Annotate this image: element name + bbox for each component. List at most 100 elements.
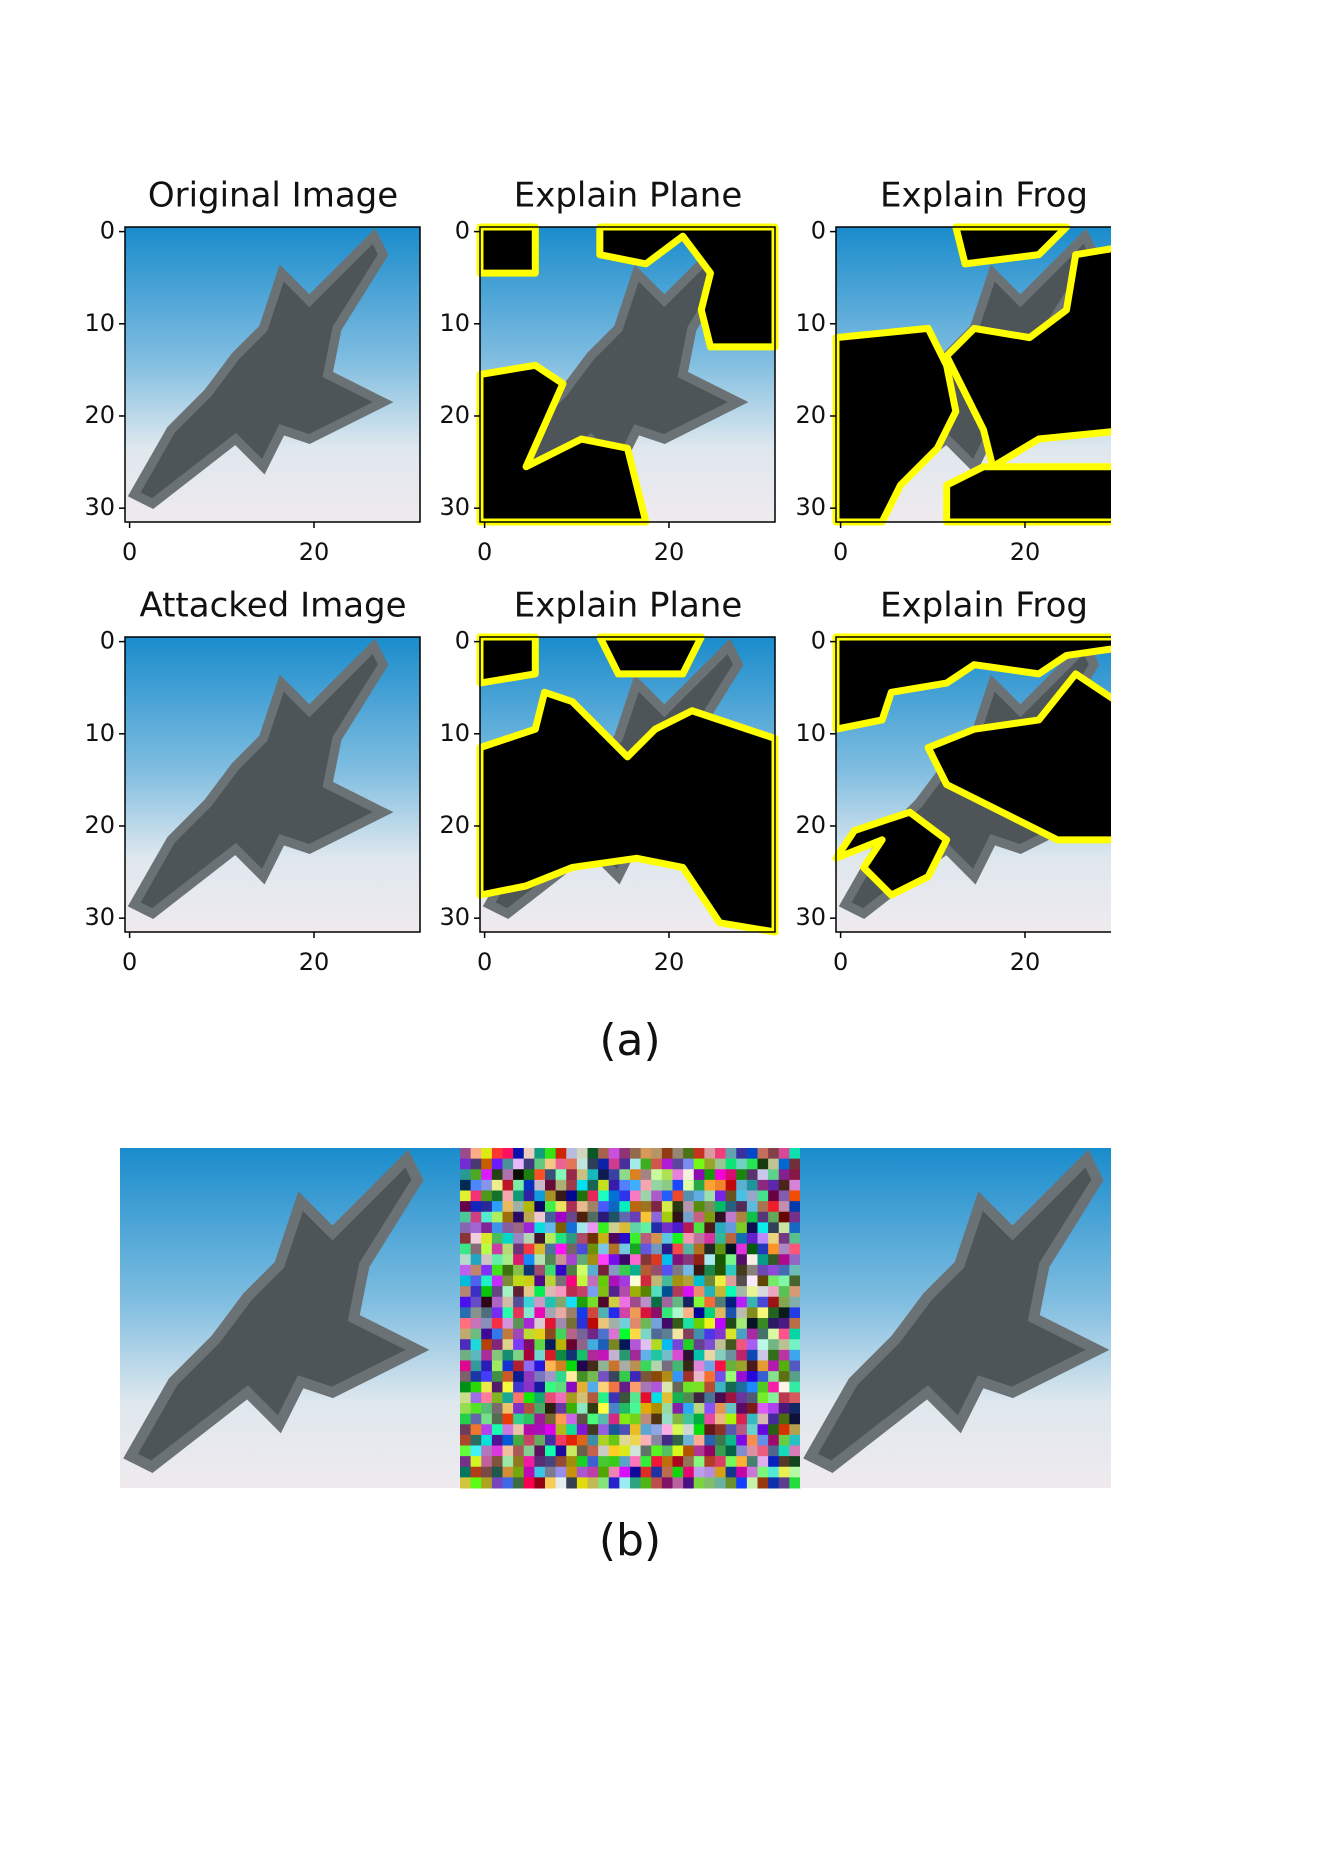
noise-pixel [588,1371,599,1382]
noise-pixel [747,1159,758,1170]
noise-pixel [471,1456,482,1467]
noise-pixel [534,1201,545,1212]
noise-pixel [726,1244,737,1255]
noise-pixel [566,1382,577,1393]
noise-pixel [460,1382,471,1393]
noise-pixel [704,1201,715,1212]
noise-pixel [503,1456,514,1467]
panel-title: Explain Frog [880,586,1088,626]
noise-pixel [683,1307,694,1318]
noise-pixel [747,1318,758,1329]
noise-pixel [651,1169,662,1180]
noise-pixel [471,1191,482,1202]
noise-pixel [534,1276,545,1287]
noise-pixel [694,1148,705,1159]
noise-pixel [736,1297,747,1308]
noise-pixel [789,1382,800,1393]
noise-pixel [513,1382,524,1393]
noise-pixel [768,1329,779,1340]
noise-pixel [619,1350,630,1361]
noise-pixel [556,1414,567,1425]
noise-pixel [758,1222,769,1233]
noise-pixel [630,1307,641,1318]
noise-pixel [651,1477,662,1488]
noise-pixel [768,1318,779,1329]
noise-pixel [588,1361,599,1372]
noise-pixel [768,1191,779,1202]
noise-pixel [481,1403,492,1414]
noise-pixel [779,1339,790,1350]
noise-pixel [481,1265,492,1276]
noise-pixel [534,1350,545,1361]
noise-pixel [651,1254,662,1265]
noise-pixel [726,1403,737,1414]
noise-pixel [683,1467,694,1478]
noise-pixel [768,1297,779,1308]
noise-pixel [481,1297,492,1308]
noise-pixel [545,1435,556,1446]
noise-pixel [588,1191,599,1202]
noise-pixel [545,1477,556,1488]
noise-pixel [758,1191,769,1202]
noise-pixel [524,1307,535,1318]
noise-pixel [471,1446,482,1457]
noise-pixel [758,1307,769,1318]
noise-pixel [471,1212,482,1223]
noise-pixel [534,1307,545,1318]
noise-pixel [619,1286,630,1297]
noise-pixel [566,1159,577,1170]
noise-pixel [758,1456,769,1467]
noise-pixel [662,1318,673,1329]
noise-pixel [779,1233,790,1244]
noise-pixel [598,1456,609,1467]
noise-pixel [460,1180,471,1191]
noise-pixel [651,1276,662,1287]
noise-pixel [747,1212,758,1223]
noise-pixel [747,1148,758,1159]
noise-pixel [619,1446,630,1457]
noise-pixel [577,1361,588,1372]
noise-pixel [598,1414,609,1425]
noise-pixel [758,1403,769,1414]
noise-pixel [566,1276,577,1287]
noise-pixel [779,1329,790,1340]
noise-pixel [747,1169,758,1180]
noise-pixel [651,1403,662,1414]
noise-pixel [779,1318,790,1329]
noise-pixel [460,1371,471,1382]
noise-pixel [768,1467,779,1478]
noise-pixel [641,1180,652,1191]
noise-pixel [619,1435,630,1446]
noise-pixel [524,1233,535,1244]
noise-pixel [768,1169,779,1180]
noise-pixel [715,1191,726,1202]
noise-pixel [641,1477,652,1488]
noise-pixel [460,1276,471,1287]
noise-pixel [704,1297,715,1308]
noise-pixel [715,1244,726,1255]
noise-pixel [736,1467,747,1478]
noise-pixel [545,1414,556,1425]
noise-pixel [598,1392,609,1403]
noise-pixel [513,1286,524,1297]
noise-pixel [524,1297,535,1308]
noise-pixel [556,1169,567,1180]
noise-pixel [673,1212,684,1223]
noise-pixel [460,1318,471,1329]
noise-pixel [779,1435,790,1446]
noise-pixel [545,1467,556,1478]
noise-pixel [651,1467,662,1478]
noise-pixel [789,1307,800,1318]
noise-pixel [534,1329,545,1340]
noise-pixel [577,1233,588,1244]
noise-pixel [492,1361,503,1372]
x-tick-label: 0 [833,948,848,976]
noise-pixel [715,1446,726,1457]
noise-pixel [779,1276,790,1287]
noise-pixel [492,1244,503,1255]
noise-pixel [630,1446,641,1457]
noise-pixel [503,1265,514,1276]
noise-pixel [524,1180,535,1191]
noise-pixel [651,1159,662,1170]
noise-pixel [789,1191,800,1202]
